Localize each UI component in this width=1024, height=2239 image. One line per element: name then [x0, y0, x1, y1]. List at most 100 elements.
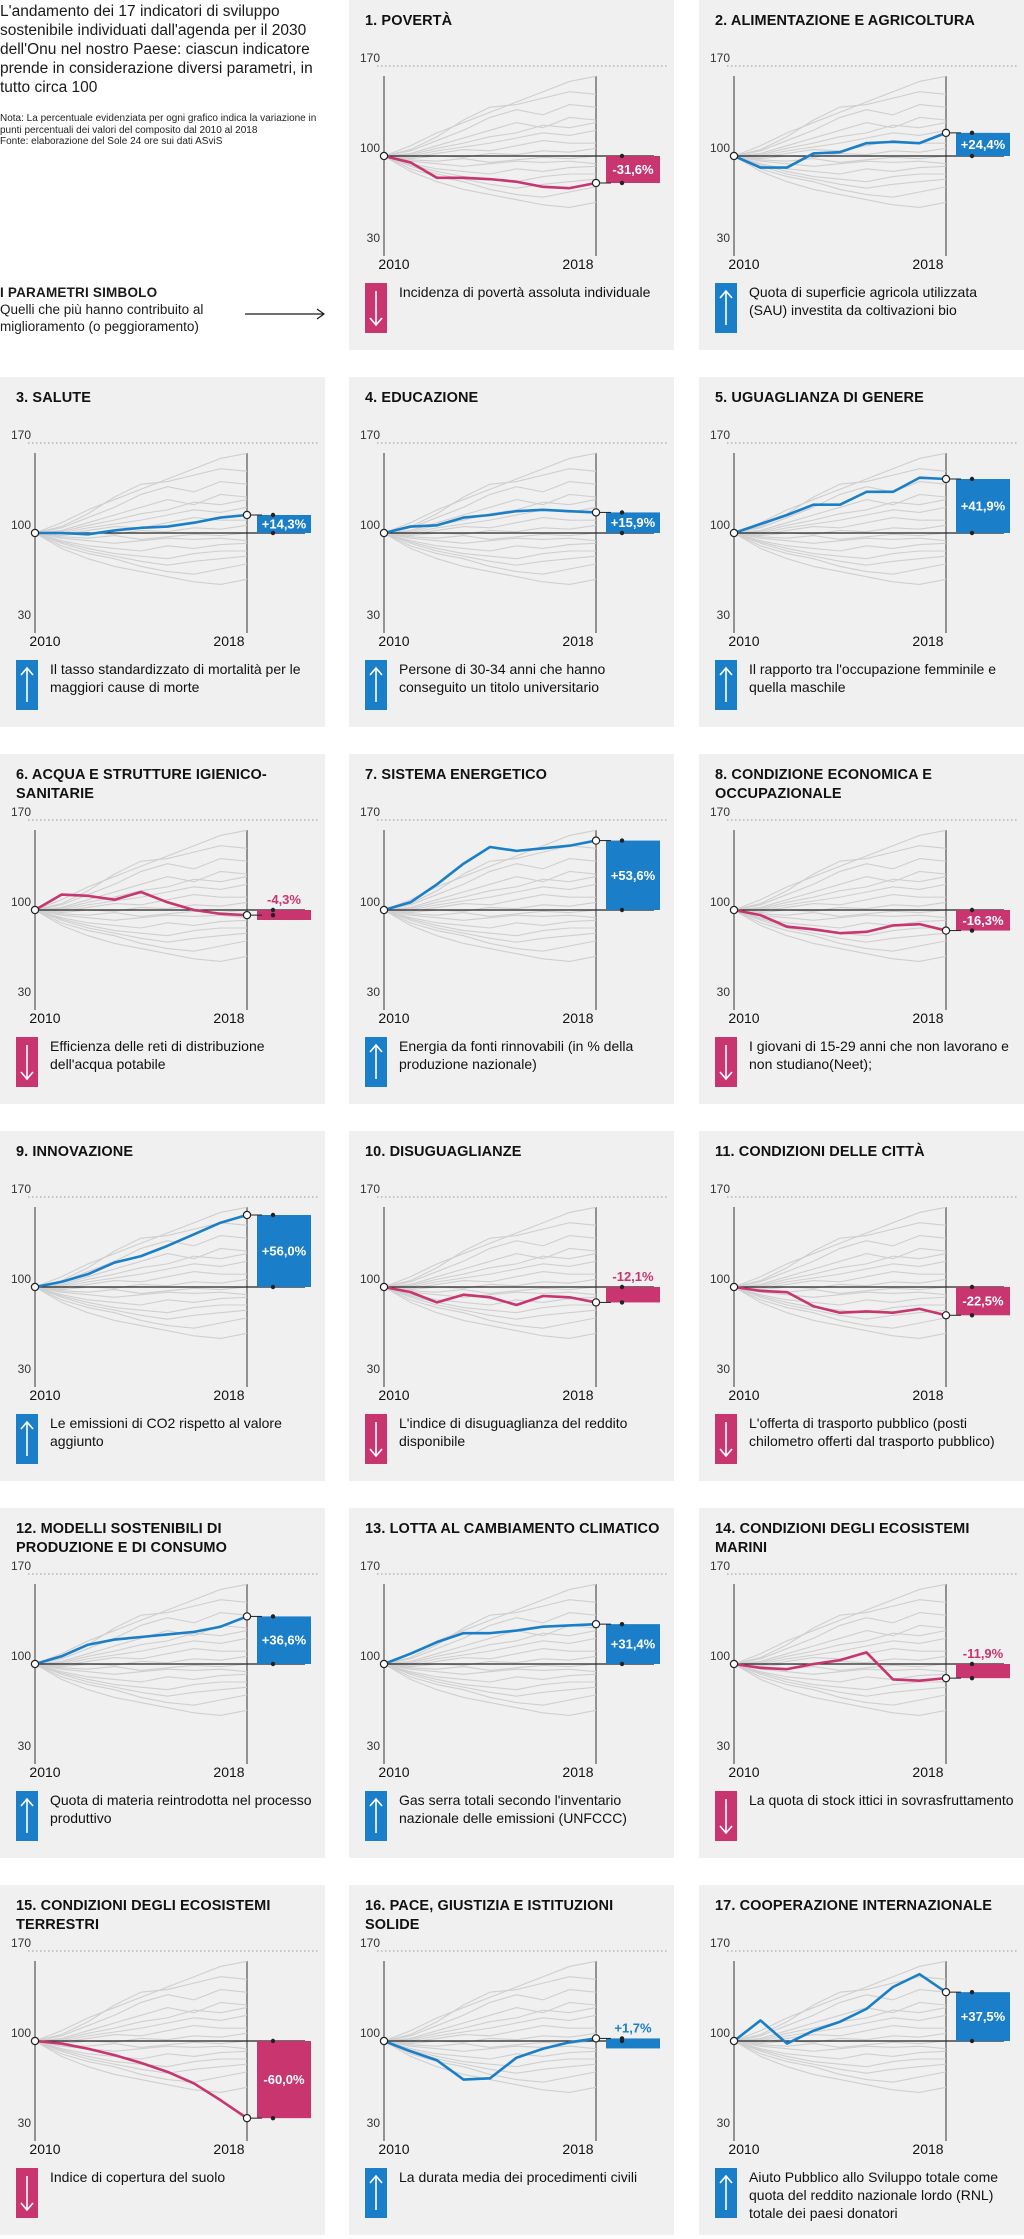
background-series-line	[383, 493, 597, 534]
highlight-series-line	[383, 2037, 597, 2081]
background-series-line	[733, 909, 947, 943]
start-point	[379, 1282, 389, 1292]
background-series-line	[383, 452, 597, 534]
highlight-series-line	[383, 154, 597, 190]
background-series-line	[733, 155, 947, 198]
background-series-line	[34, 1663, 248, 1716]
highlight-series-line	[34, 1213, 248, 1289]
y-tick-label: 30	[717, 985, 731, 999]
start-point	[379, 528, 389, 538]
background-series-line	[383, 155, 597, 208]
background-series-line	[733, 1663, 947, 1697]
background-series-line	[34, 452, 248, 534]
background-series-line	[383, 1663, 597, 1671]
chart-title: 10. DISUGUAGLIANZE	[365, 1144, 522, 1160]
end-point	[591, 836, 601, 845]
background-series-line	[34, 532, 248, 552]
bar-dot-end	[969, 928, 975, 933]
background-series-line	[383, 1278, 597, 1291]
background-series-line	[34, 829, 248, 911]
background-series-line	[34, 468, 248, 534]
start-point	[729, 1282, 739, 1292]
start-point	[30, 905, 40, 915]
x-tick-label: 2010	[378, 1387, 409, 1403]
background-series-line	[733, 876, 947, 911]
background-series-line	[383, 468, 597, 534]
change-value-label: +24,4%	[961, 137, 1006, 152]
bar-dot-end	[969, 1675, 975, 1681]
background-series-line	[733, 481, 947, 534]
background-series-line	[34, 1976, 248, 2042]
chart-title: 11. CONDIZIONI DELLE CITTÀ	[715, 1144, 925, 1160]
change-value-label: -11,9%	[963, 1646, 1004, 1661]
bar-dot-base	[619, 1661, 625, 1667]
x-tick-label: 2010	[378, 1010, 409, 1026]
end-point	[941, 1987, 951, 1997]
highlight-series-line	[383, 1622, 597, 1666]
x-tick-label: 2010	[728, 633, 759, 649]
y-tick-label: 100	[11, 518, 31, 532]
background-series-line	[733, 155, 947, 175]
change-value-label: +14,3%	[262, 517, 307, 532]
background-series-line	[34, 858, 248, 911]
y-tick-label: 30	[18, 985, 32, 999]
background-series-line	[34, 2032, 248, 2045]
background-series-line	[34, 532, 248, 566]
change-value-label: -22,5%	[962, 1294, 1004, 1309]
change-value-label: -16,3%	[962, 913, 1004, 928]
bar-dot-end	[619, 1300, 625, 1305]
x-tick-label: 2018	[912, 256, 943, 272]
chart-title: 17. COOPERAZIONE INTERNAZIONALE	[715, 1898, 993, 1914]
background-series-line	[733, 452, 947, 534]
bar-dot-base	[270, 1661, 276, 1667]
y-tick-label: 30	[367, 2116, 381, 2130]
highlight-series-line	[733, 908, 947, 935]
bar-dot-base	[619, 1284, 625, 1290]
background-series-line	[34, 1247, 248, 1288]
change-bar	[257, 910, 311, 920]
y-tick-label: 100	[710, 1649, 730, 1663]
parameter-text: Persone di 30-34 anni che hanno consegui…	[399, 661, 606, 695]
line-chart: 170 100 30 +24,4% 2010 2018	[710, 51, 1019, 272]
background-series-line	[383, 1663, 597, 1675]
x-tick-label: 2018	[213, 633, 244, 649]
line-chart: 170 100 30 +36,6% 2010 2018	[11, 1559, 320, 1780]
background-series-line	[733, 1663, 947, 1716]
bar-dot-base	[270, 907, 276, 913]
background-series-line	[34, 499, 248, 534]
change-bar	[956, 1664, 1010, 1679]
background-series-line	[34, 493, 248, 534]
background-series-line	[34, 1960, 248, 2042]
background-series-line	[733, 909, 947, 962]
x-tick-label: 2018	[912, 633, 943, 649]
arrow-down-icon	[715, 1037, 737, 1087]
change-bar	[956, 1992, 1010, 2041]
background-series-line	[733, 2032, 947, 2045]
background-series-line	[34, 2040, 248, 2093]
x-tick-label: 2010	[728, 256, 759, 272]
end-point	[941, 128, 951, 138]
arrow-up-icon	[365, 1037, 387, 1087]
background-series-line	[383, 1286, 597, 1320]
background-series-line	[383, 1247, 597, 1288]
x-tick-label: 2010	[29, 1010, 60, 1026]
background-series-line	[733, 2040, 946, 2068]
chart-title: 9. INNOVAZIONE	[16, 1144, 134, 1160]
chart-title: 12. MODELLI SOSTENIBILI DI PRODUZIONE E …	[16, 1521, 227, 1556]
end-point	[941, 926, 951, 935]
background-series-line	[733, 1222, 947, 1288]
chart-panel: 12. MODELLI SOSTENIBILI DI PRODUZIONE E …	[0, 1508, 325, 1858]
background-series-line	[34, 909, 248, 952]
background-series-line	[383, 870, 597, 911]
background-series-line	[733, 1286, 947, 1339]
parameter-text: Quota di superficie agricola utilizzata …	[749, 284, 978, 318]
change-bar	[606, 156, 660, 183]
background-series-line	[733, 1960, 947, 2042]
y-tick-label: 30	[717, 1739, 731, 1753]
intro-note: Nota: La percentuale evidenziata per ogn…	[0, 113, 317, 147]
chart-panel: 5. UGUAGLIANZA DI GENERE 170 100 30 +41,9% 20…	[699, 377, 1024, 727]
background-series-line	[733, 1247, 947, 1288]
chart-title: 8. CONDIZIONE ECONOMICA E OCCUPAZIONALE	[715, 767, 933, 802]
background-series-line	[383, 858, 597, 911]
background-series-line	[733, 1253, 947, 1288]
